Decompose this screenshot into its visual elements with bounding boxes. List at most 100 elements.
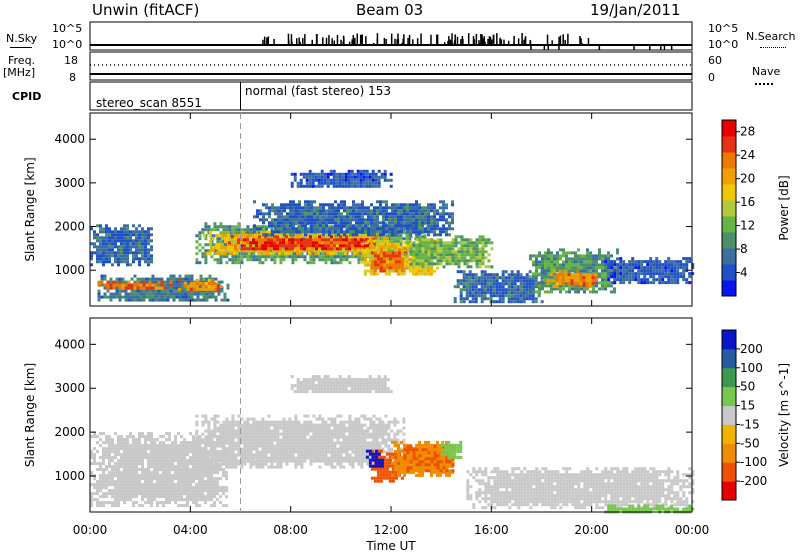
data-cell bbox=[658, 278, 662, 282]
cpid-segment-1: stereo_scan 8551 bbox=[96, 96, 202, 110]
data-cell bbox=[362, 172, 366, 176]
data-cell bbox=[418, 206, 421, 210]
data-cell bbox=[451, 200, 454, 204]
data-cell bbox=[580, 287, 583, 291]
data-cell bbox=[156, 480, 159, 484]
data-cell bbox=[451, 253, 455, 257]
data-cell bbox=[174, 489, 177, 493]
data-cell bbox=[292, 203, 295, 207]
data-cell bbox=[391, 221, 394, 225]
data-cell bbox=[504, 276, 508, 280]
data-cell bbox=[126, 239, 129, 243]
data-cell bbox=[207, 284, 211, 288]
data-cell bbox=[132, 224, 135, 228]
data-cell bbox=[114, 230, 117, 234]
data-cell bbox=[270, 258, 274, 262]
data-cell bbox=[328, 227, 331, 231]
data-cell bbox=[316, 209, 319, 213]
data-cell bbox=[389, 184, 393, 188]
data-cell bbox=[465, 294, 469, 298]
data-cell bbox=[357, 255, 361, 259]
data-cell bbox=[187, 295, 191, 299]
data-cell bbox=[154, 286, 158, 290]
data-cell bbox=[436, 259, 440, 263]
data-cell bbox=[462, 297, 466, 301]
data-cell bbox=[97, 289, 101, 293]
data-cell bbox=[616, 263, 620, 267]
data-cell bbox=[417, 272, 421, 276]
data-cell bbox=[108, 444, 111, 448]
data-cell bbox=[120, 260, 123, 264]
data-cell bbox=[412, 215, 415, 219]
data-cell bbox=[105, 477, 108, 481]
data-cell bbox=[241, 233, 245, 237]
data-cell bbox=[372, 272, 376, 276]
data-cell bbox=[495, 285, 499, 289]
data-cell bbox=[280, 203, 283, 207]
data-cell bbox=[412, 244, 416, 248]
data-cell bbox=[622, 278, 626, 282]
data-cell bbox=[102, 230, 105, 234]
data-cell bbox=[460, 244, 464, 248]
data-cell bbox=[457, 235, 461, 239]
data-cell bbox=[397, 266, 401, 270]
data-cell bbox=[147, 453, 150, 457]
data-cell bbox=[339, 247, 342, 251]
data-cell bbox=[367, 218, 370, 222]
data-cell bbox=[343, 200, 346, 204]
data-cell bbox=[102, 468, 105, 472]
data-cell bbox=[205, 277, 209, 281]
data-cell bbox=[384, 272, 388, 276]
freq-label: Freq. bbox=[8, 54, 36, 67]
data-cell bbox=[352, 203, 355, 207]
data-cell bbox=[465, 297, 469, 301]
data-cell bbox=[108, 438, 111, 442]
data-cell bbox=[151, 295, 155, 299]
data-cell bbox=[261, 261, 265, 265]
data-cell bbox=[307, 212, 310, 216]
data-cell bbox=[393, 237, 397, 241]
data-cell bbox=[148, 280, 152, 284]
data-cell bbox=[301, 206, 304, 210]
data-cell bbox=[138, 260, 141, 264]
data-cell bbox=[168, 474, 171, 478]
data-cell bbox=[466, 262, 470, 266]
data-cell bbox=[607, 278, 611, 282]
data-cell bbox=[367, 233, 370, 237]
data-cell bbox=[459, 270, 463, 274]
data-cell bbox=[171, 447, 174, 451]
data-cell bbox=[576, 270, 580, 274]
data-cell bbox=[364, 212, 367, 216]
data-cell bbox=[547, 284, 550, 288]
data-cell bbox=[126, 465, 129, 469]
data-cell bbox=[138, 435, 141, 439]
data-cell bbox=[172, 286, 176, 290]
data-cell bbox=[353, 181, 357, 185]
data-cell bbox=[111, 474, 114, 478]
data-cell bbox=[576, 273, 580, 277]
data-cell bbox=[333, 261, 337, 265]
data-cell bbox=[142, 295, 146, 299]
data-cell bbox=[385, 224, 388, 228]
data-cell bbox=[225, 228, 229, 232]
data-cell bbox=[142, 280, 146, 284]
data-cell bbox=[436, 244, 440, 248]
data-cell bbox=[646, 269, 650, 273]
data-cell bbox=[382, 200, 385, 204]
data-cell bbox=[295, 233, 299, 237]
data-cell bbox=[352, 209, 355, 213]
data-cell bbox=[510, 300, 514, 304]
data-cell bbox=[547, 260, 550, 264]
data-cell bbox=[147, 462, 150, 466]
data-cell bbox=[237, 228, 241, 232]
data-cell bbox=[317, 181, 321, 185]
data-cell bbox=[604, 269, 608, 273]
data-cell bbox=[403, 265, 407, 269]
data-cell bbox=[573, 279, 577, 283]
data-cell bbox=[480, 279, 484, 283]
data-cell bbox=[628, 278, 632, 282]
data-cell bbox=[358, 224, 361, 228]
data-cell bbox=[294, 238, 297, 242]
data-cell bbox=[591, 279, 595, 283]
data-cell bbox=[244, 242, 248, 246]
